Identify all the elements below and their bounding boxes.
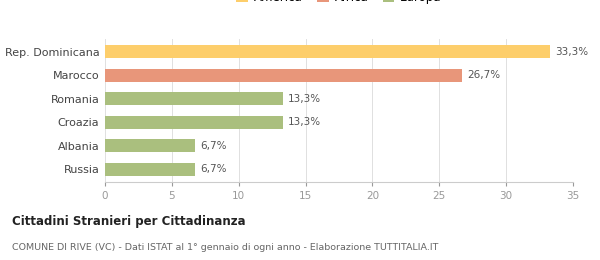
Text: 33,3%: 33,3% xyxy=(556,47,589,57)
Text: 13,3%: 13,3% xyxy=(288,94,322,104)
Bar xyxy=(105,162,194,176)
Bar xyxy=(105,116,283,129)
Bar xyxy=(105,46,550,58)
Text: Cittadini Stranieri per Cittadinanza: Cittadini Stranieri per Cittadinanza xyxy=(12,215,245,228)
Text: 6,7%: 6,7% xyxy=(200,141,226,151)
Text: 6,7%: 6,7% xyxy=(200,164,226,174)
Legend: America, Africa, Europa: America, Africa, Europa xyxy=(236,0,442,4)
Bar xyxy=(105,139,194,152)
Bar xyxy=(105,69,462,82)
Text: 13,3%: 13,3% xyxy=(288,117,322,127)
Bar xyxy=(105,92,283,105)
Text: 26,7%: 26,7% xyxy=(467,70,500,80)
Text: COMUNE DI RIVE (VC) - Dati ISTAT al 1° gennaio di ogni anno - Elaborazione TUTTI: COMUNE DI RIVE (VC) - Dati ISTAT al 1° g… xyxy=(12,243,439,252)
